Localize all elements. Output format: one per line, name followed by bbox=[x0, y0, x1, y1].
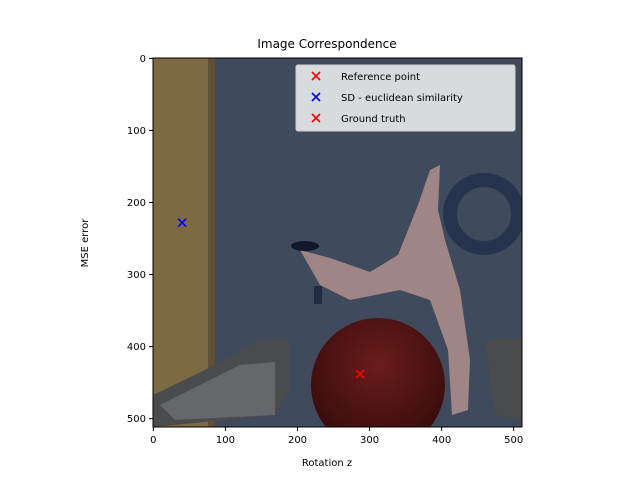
x-tick-label: 500 bbox=[504, 435, 523, 446]
y-tick-label: 100 bbox=[127, 126, 146, 137]
x-tick-label: 400 bbox=[432, 435, 451, 446]
x-axis: 0 100 200 300 400 500 bbox=[150, 427, 523, 446]
legend-sd-euclidean-similarity-label: SD - euclidean similarity bbox=[341, 93, 463, 104]
legend-ground-truth-label: Ground truth bbox=[341, 114, 406, 125]
legend: Reference point SD - euclidean similarity… bbox=[296, 65, 515, 131]
x-tick-label: 200 bbox=[288, 435, 307, 446]
x-tick-label: 300 bbox=[360, 435, 379, 446]
x-axis-label: Rotation z bbox=[302, 458, 352, 469]
chart-title: Image Correspondence bbox=[257, 37, 396, 51]
y-axis-label: MSE error bbox=[80, 218, 91, 268]
legend-reference-point-label: Reference point bbox=[341, 72, 420, 83]
y-tick-label: 0 bbox=[140, 54, 146, 65]
y-tick-label: 200 bbox=[127, 198, 146, 209]
y-axis: 0 100 200 300 400 500 bbox=[127, 54, 153, 425]
x-tick-label: 0 bbox=[150, 435, 156, 446]
y-tick-label: 300 bbox=[127, 270, 146, 281]
y-tick-label: 400 bbox=[127, 342, 146, 353]
y-tick-label: 500 bbox=[127, 414, 146, 425]
x-tick-label: 100 bbox=[216, 435, 235, 446]
